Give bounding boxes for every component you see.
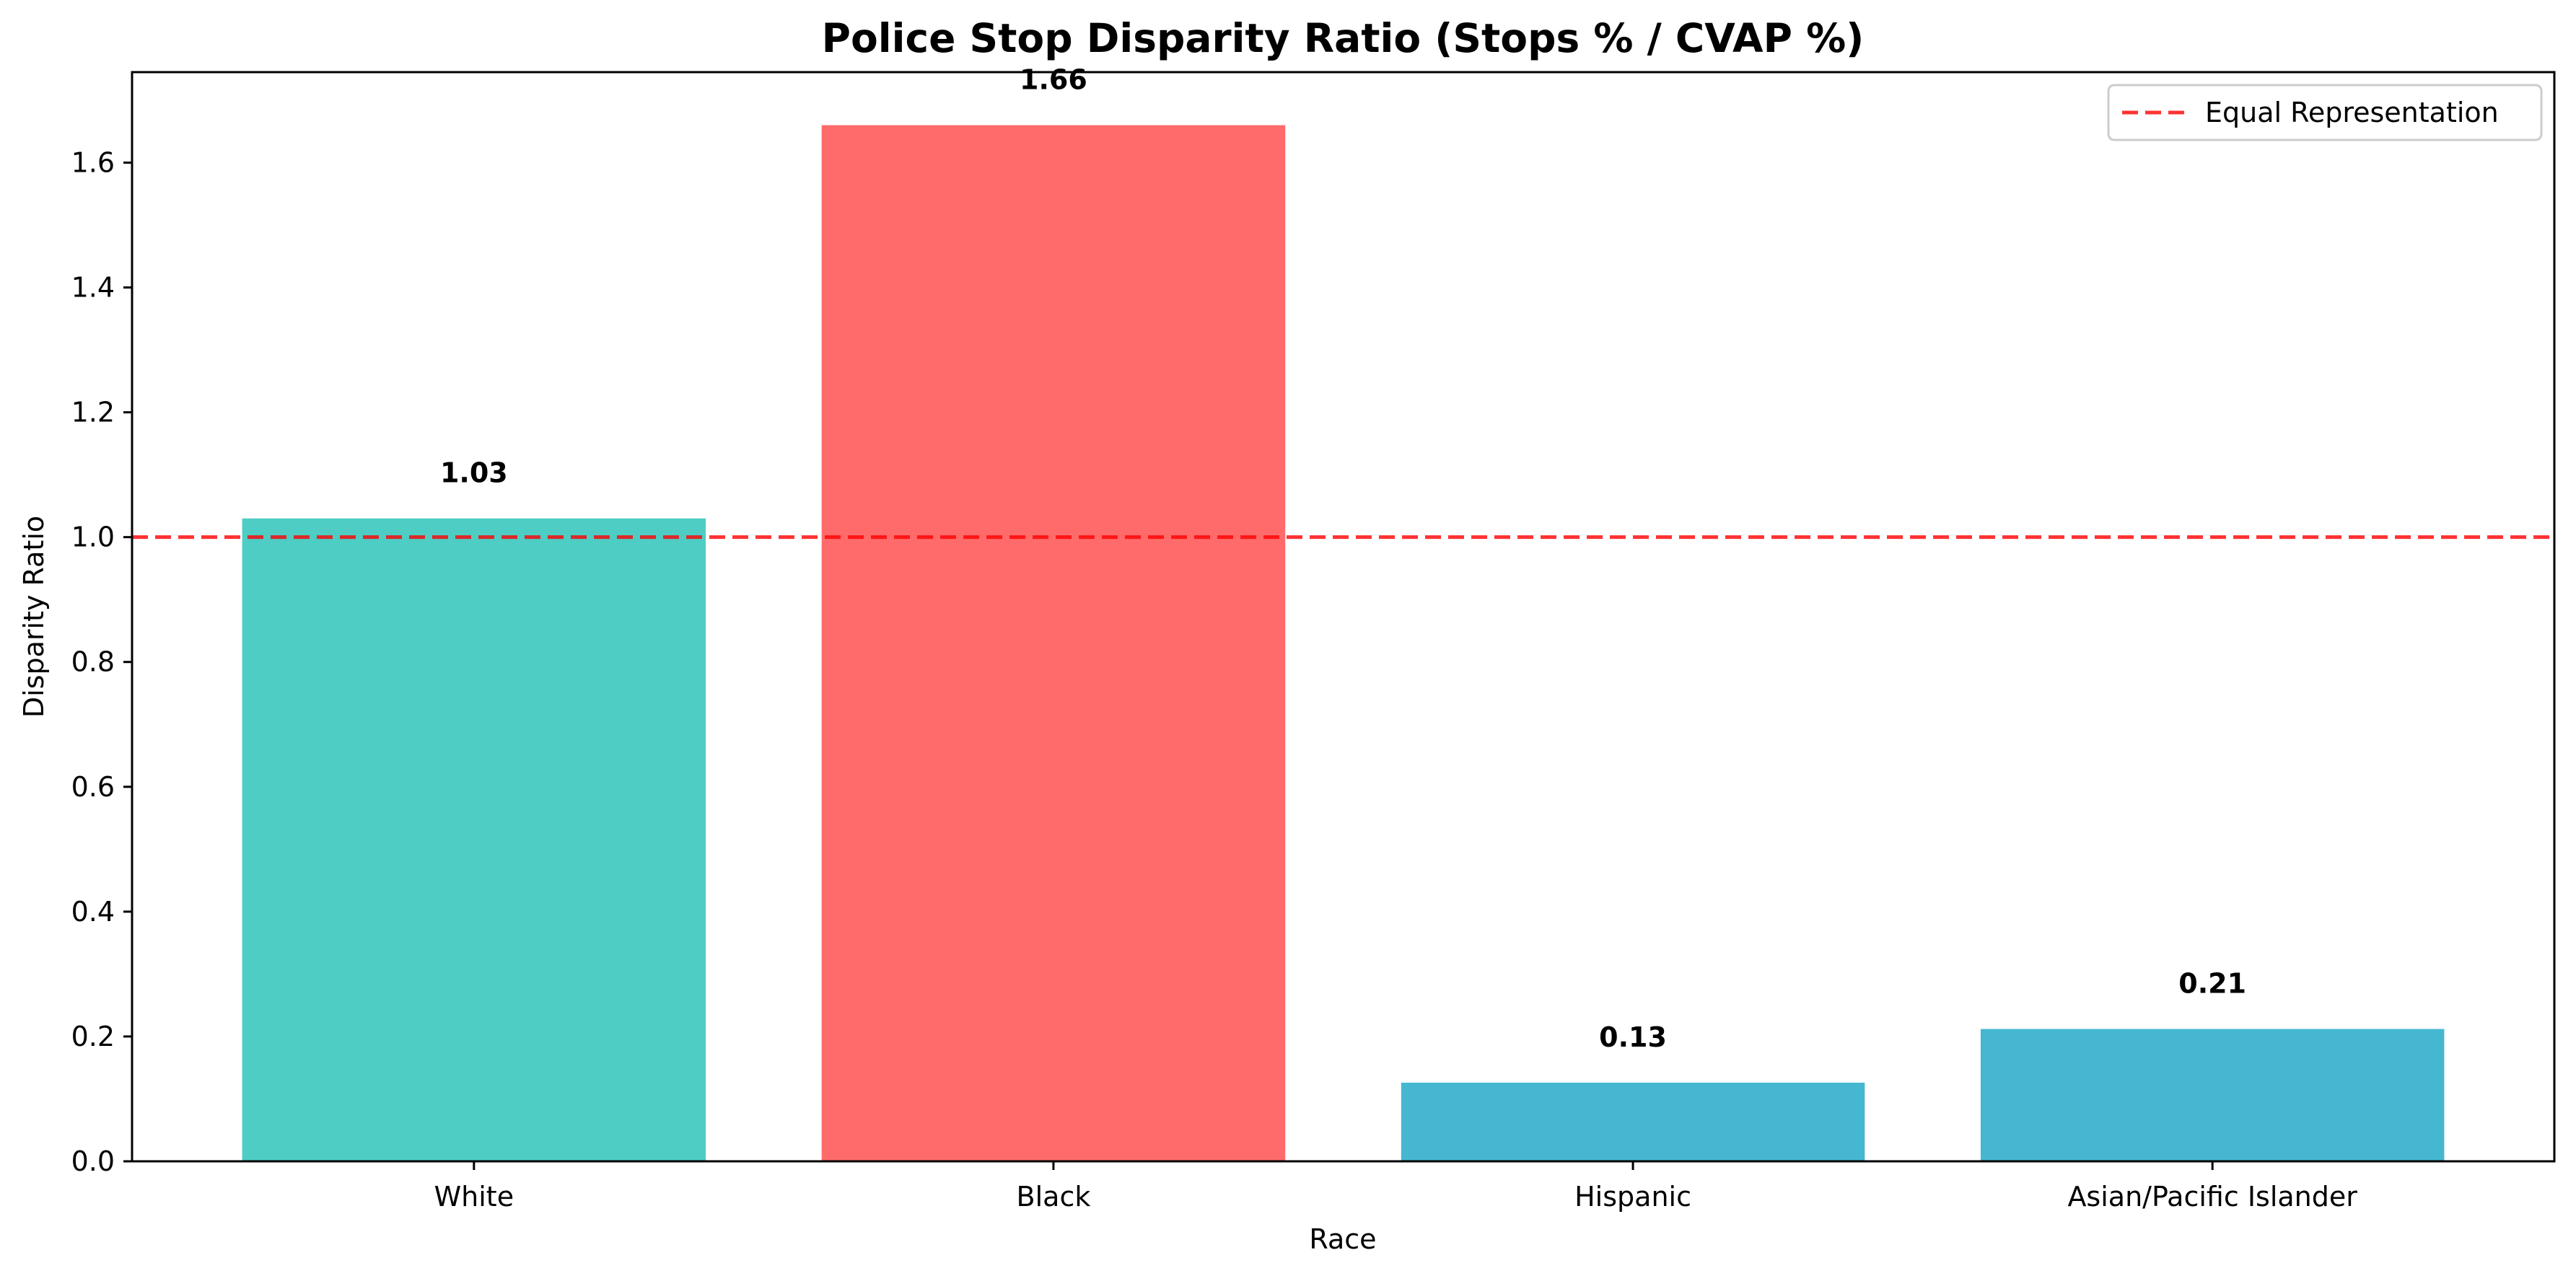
x-tick-label-hispanic: Hispanic [1574,1181,1691,1213]
y-tick-label: 1.4 [71,272,115,304]
y-tick-label: 0.8 [71,646,115,678]
y-tick-label: 1.0 [71,522,115,553]
y-tick-label: 0.2 [71,1021,115,1052]
y-tick-label: 0.0 [71,1145,115,1177]
chart-title: Police Stop Disparity Ratio (Stops % / C… [822,15,1865,61]
legend: Equal Representation [2107,84,2543,141]
x-axis-label: Race [1309,1223,1376,1255]
bar-value-label-hispanic: 0.13 [1599,1021,1667,1053]
bar-value-label-black: 1.66 [1020,64,1087,96]
y-axis-label: Disparity Ratio [18,516,50,718]
plot-frame [131,71,2556,1163]
y-tick-label: 1.2 [71,397,115,428]
x-tick-label-white: White [434,1181,514,1213]
y-tick-label: 0.4 [71,896,115,928]
bar-white [242,518,706,1161]
bar-value-labels: 1.03 1.66 0.13 0.21 [440,64,2246,1053]
bar-hispanic [1401,1082,1865,1161]
x-axis-ticks: White Black Hispanic Asian/Pacific Islander [434,1161,2357,1213]
y-tick-label: 1.6 [71,146,115,178]
bar-asian-pacific-islander [1980,1029,2445,1161]
x-tick-label-black: Black [1017,1181,1091,1213]
x-tick-label-asian-pacific-islander: Asian/Pacific Islander [2067,1181,2357,1213]
bars-group [242,125,2445,1162]
bar-black [821,125,1286,1162]
bar-value-label-white: 1.03 [440,457,508,489]
legend-frame [2107,84,2543,141]
legend-label-equal-representation: Equal Representation [2205,97,2499,128]
y-tick-label: 0.6 [71,771,115,803]
y-axis-ticks: 0.0 0.2 0.4 0.6 0.8 1.0 1.2 1.4 1.6 [71,146,132,1177]
bar-value-label-asian-pacific-islander: 0.21 [2178,968,2246,1000]
